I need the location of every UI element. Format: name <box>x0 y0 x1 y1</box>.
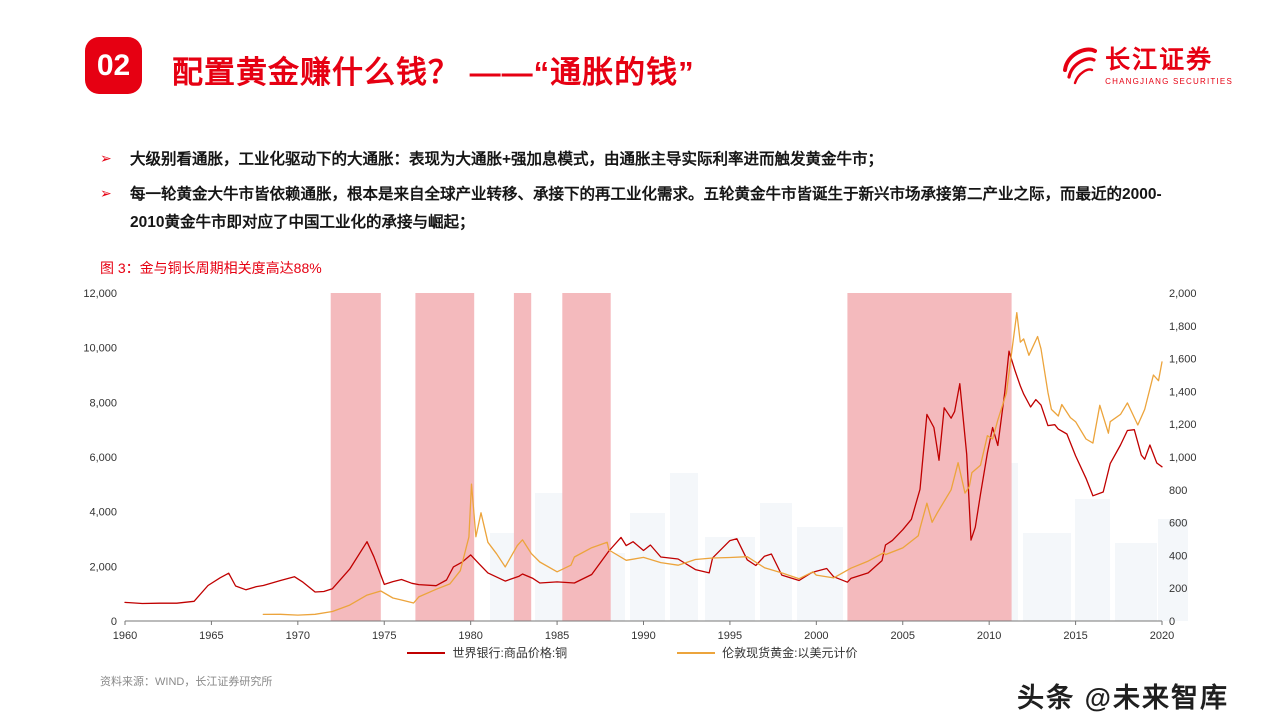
arrow-bullet-icon: ➢ <box>100 150 112 166</box>
background-building <box>670 473 698 621</box>
background-building <box>1158 519 1188 621</box>
bullet-item: ➢ 每一轮黄金大牛市皆依赖通胀，根本是来自全球产业转移、承接下的再工业化需求。五… <box>100 181 1190 237</box>
background-building <box>1115 543 1157 621</box>
background-building <box>705 537 755 621</box>
right-axis-tick: 2,000 <box>1169 288 1197 300</box>
logo-name: 长江证券 <box>1105 46 1214 75</box>
background-building <box>535 493 565 621</box>
gold-copper-chart: 0 2,000 4,000 6,000 8,000 10,000 12,000 0 200 400… <box>60 280 1205 661</box>
x-axis-tick: 2010 <box>977 630 1001 642</box>
x-axis-tick: 1960 <box>113 630 137 642</box>
company-logo: 长江证券 CHANGJIANG SECURITIES <box>1060 42 1233 91</box>
legend-label-copper: 世界银行:商品价格:铜 <box>452 646 568 660</box>
x-axis-tick: 1995 <box>718 630 742 642</box>
bull-market-band <box>330 293 381 621</box>
x-axis-tick: 1970 <box>286 630 310 642</box>
right-axis-tick: 600 <box>1169 518 1187 530</box>
chart-legend: 世界银行:商品价格:铜 伦敦现货黄金:以美元计价 <box>60 644 1205 661</box>
left-axis-tick: 12,000 <box>83 288 117 300</box>
page-title: 配置黄金赚什么钱？ ——“通胀的钱” <box>172 55 695 90</box>
gold-line-swatch <box>677 651 716 654</box>
copper-series-line <box>124 350 1163 605</box>
x-axis-tick: 1990 <box>631 630 655 642</box>
x-axis-tick: 2000 <box>804 630 828 642</box>
watermark-text: 头条 @未来智库 <box>1017 683 1229 713</box>
right-axis-tick: 1,200 <box>1169 419 1197 431</box>
changjiang-logo-icon <box>1060 42 1098 91</box>
copper-line-swatch <box>407 651 446 654</box>
right-axis-tick: 800 <box>1169 485 1187 497</box>
bullet-text: 大级别看通胀，工业化驱动下的大通胀：表现为大通胀+强加息模式，由通胀主导实际利率… <box>130 151 884 168</box>
figure-title: 图 3：金与铜长周期相关度高达88% <box>100 260 322 276</box>
gold-series-line <box>262 312 1163 616</box>
right-axis-tick: 1,600 <box>1169 354 1197 366</box>
left-axis-tick: 4,000 <box>89 507 117 519</box>
background-building <box>630 513 665 621</box>
x-axis-tick: 2020 <box>1150 630 1174 642</box>
legend-label-gold: 伦敦现货黄金:以美元计价 <box>722 646 858 660</box>
right-axis-tick: 1,800 <box>1169 321 1197 333</box>
bullet-list: ➢ 大级别看通胀，工业化驱动下的大通胀：表现为大通胀+强加息模式，由通胀主导实际… <box>100 146 1190 244</box>
right-axis-tick: 0 <box>1169 616 1175 628</box>
logo-text: 长江证券 CHANGJIANG SECURITIES <box>1105 47 1233 86</box>
legend-item-copper: 世界银行:商品价格:铜 <box>407 644 567 661</box>
x-axis-tick: 2005 <box>891 630 915 642</box>
x-axis-tick: 1985 <box>545 630 569 642</box>
left-axis-tick: 6,000 <box>89 452 117 464</box>
right-axis-tick: 1,400 <box>1169 386 1197 398</box>
left-axis-tick: 8,000 <box>89 397 117 409</box>
bull-market-band <box>513 293 532 621</box>
x-axis-tick: 1965 <box>199 630 223 642</box>
right-axis-tick: 200 <box>1169 583 1187 595</box>
source-note: 资料来源：WIND，长江证券研究所 <box>100 676 273 688</box>
x-axis-tick: 1980 <box>458 630 482 642</box>
x-axis-tick: 1975 <box>372 630 396 642</box>
arrow-bullet-icon: ➢ <box>100 184 112 201</box>
left-axis-tick: 0 <box>111 616 117 628</box>
logo-subtitle: CHANGJIANG SECURITIES <box>1105 76 1233 86</box>
slide-number-badge: 02 <box>85 37 142 94</box>
slide-number: 02 <box>96 48 131 82</box>
background-building <box>1075 499 1110 621</box>
right-axis-tick: 400 <box>1169 550 1187 562</box>
right-axis-tick: 1,000 <box>1169 452 1197 464</box>
bullet-item: ➢ 大级别看通胀，工业化驱动下的大通胀：表现为大通胀+强加息模式，由通胀主导实际… <box>100 146 1190 174</box>
legend-item-gold: 伦敦现货黄金:以美元计价 <box>677 644 858 661</box>
bull-market-band <box>562 293 611 621</box>
bull-market-band <box>415 293 475 621</box>
correlation-chart-svg: 0 2,000 4,000 6,000 8,000 10,000 12,000 0 200 400… <box>83 288 1197 642</box>
background-building <box>797 527 843 621</box>
left-axis-tick: 10,000 <box>83 343 117 355</box>
bullet-text: 每一轮黄金大牛市皆依赖通胀，根本是来自全球产业转移、承接下的再工业化需求。五轮黄… <box>130 185 1162 231</box>
x-axis-tick: 2015 <box>1063 630 1087 642</box>
left-axis-tick: 2,000 <box>89 561 117 573</box>
background-building <box>1023 533 1071 621</box>
